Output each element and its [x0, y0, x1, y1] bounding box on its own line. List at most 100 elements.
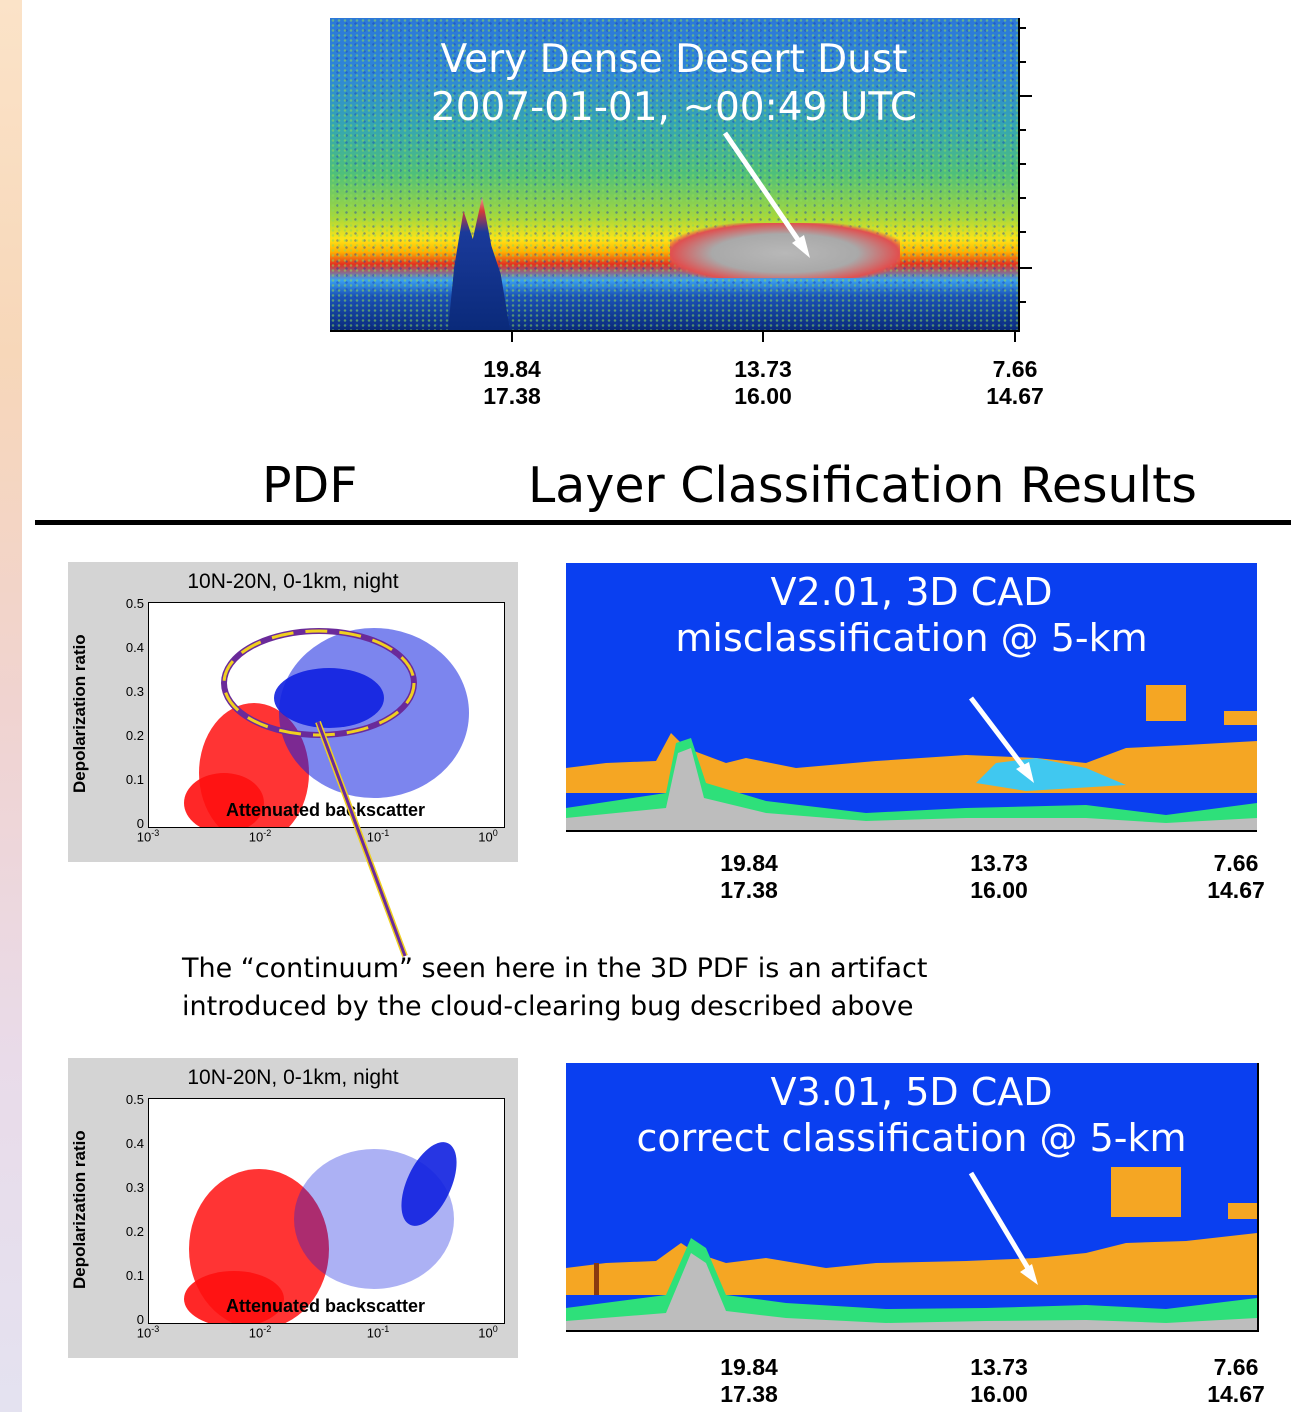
xtick-lat: 19.84: [720, 1354, 778, 1380]
top-x-axis: [330, 330, 1020, 332]
pdf-plot-area: [148, 1098, 505, 1329]
xtick: 10-3: [128, 828, 168, 844]
callout-line: [315, 720, 408, 958]
pdf-plot-v2: 10N-20N, 0-1km, night Depolarization rat…: [68, 562, 518, 862]
panel-v3-title-line2: correct classification @ 5-km: [636, 1116, 1187, 1160]
xtick-exp: -1: [381, 828, 390, 838]
xtick-base: 10: [366, 1325, 382, 1341]
xtick: 10-1: [358, 1324, 398, 1340]
xtick-lon: 16.00: [970, 877, 1028, 903]
dense-dust-layer: [670, 223, 900, 278]
panel-v2-x-axis: [566, 830, 1257, 832]
panel-v3-layers: [566, 1167, 1257, 1330]
xtick-exp: -2: [263, 828, 272, 838]
scatter-points: [184, 628, 469, 843]
panel-v2-title-line2: misclassification @ 5-km: [675, 616, 1148, 660]
panel-v3-xtick-3: 7.66 14.67: [1181, 1354, 1291, 1408]
classification-panel-v3: V3.01, 5D CAD correct classification @ 5…: [566, 1063, 1257, 1330]
top-xtick-3-lat: 7.66: [992, 356, 1038, 382]
xtick: 100: [468, 828, 508, 844]
top-xtick-2: 13.73 16.00: [708, 356, 818, 410]
heading-rule: [35, 520, 1291, 525]
top-xtick-3: 7.66 14.67: [960, 356, 1070, 410]
xtick-lon: 14.67: [1207, 1381, 1265, 1407]
classification-panel-v2: V2.01, 3D CAD misclassification @ 5-km: [566, 563, 1257, 830]
ytick: 0: [136, 1312, 144, 1327]
panel-v3-title: V3.01, 5D CAD correct classification @ 5…: [566, 1069, 1257, 1161]
pdf-plot-xlabel: Attenuated backscatter: [225, 1296, 426, 1316]
xtick-lat: 13.73: [970, 850, 1028, 876]
ytick: 0.1: [125, 772, 144, 787]
xtick-base: 10: [136, 829, 152, 845]
pdf-plot-title: 10N-20N, 0-1km, night: [187, 570, 399, 593]
panel-v3-title-line1: V3.01, 5D CAD: [770, 1070, 1053, 1114]
xtick-exp: 0: [492, 828, 498, 838]
xtick-lat: 19.84: [720, 850, 778, 876]
ytick: 0.5: [125, 596, 144, 611]
footnote-line2: introduced by the cloud-clearing bug des…: [182, 991, 914, 1022]
ytick: 0.4: [125, 1136, 144, 1151]
panel-v2-title-line1: V2.01, 3D CAD: [770, 570, 1053, 614]
pdf-plot-ylabel: Depolarization ratio: [70, 1130, 89, 1290]
scatter-blue-core: [274, 668, 384, 728]
slide-sidebar-gradient: [0, 0, 22, 1412]
xtick: 100: [468, 1324, 508, 1340]
panel-v3-x-axis: [566, 1330, 1257, 1332]
xtick-lat: 7.66: [1213, 850, 1259, 876]
scatter-red-base: [184, 1271, 284, 1327]
panel-v2-xtick-2: 13.73 16.00: [944, 850, 1054, 904]
xtick-base: 10: [478, 1325, 493, 1341]
pdf-plot-title: 10N-20N, 0-1km, night: [187, 1066, 399, 1089]
ytick: 0.3: [125, 1180, 144, 1195]
top-xtick-2-lat: 13.73: [734, 356, 792, 382]
xtick-base: 10: [366, 829, 382, 845]
scatter-blue-core: [401, 1142, 457, 1226]
xtick-lat: 13.73: [970, 1354, 1028, 1380]
xtick-lat: 7.66: [1213, 1354, 1259, 1380]
xtick-lon: 14.67: [1207, 877, 1265, 903]
xtick-exp: -3: [151, 1324, 160, 1334]
xtick-lon: 16.00: [970, 1381, 1028, 1407]
continuum-ellipse-dash: [222, 629, 416, 737]
top-xtick-1-lon: 17.38: [483, 383, 541, 409]
continuum-footnote: The “continuum” seen here in the 3D PDF …: [182, 950, 927, 1026]
xtick: 10-2: [240, 828, 280, 844]
scatter-red-base: [184, 773, 264, 833]
ytick: 0.2: [125, 728, 144, 743]
ytick: 0.1: [125, 1268, 144, 1283]
panel-v2-xtick-3: 7.66 14.67: [1181, 850, 1291, 904]
ytick: 0.5: [125, 1092, 144, 1107]
panel-v2-layers: [566, 685, 1257, 830]
panel-v2-xtick-1: 19.84 17.38: [694, 850, 804, 904]
panel-v3-xtick-1: 19.84 17.38: [694, 1354, 804, 1408]
xtick-lon: 17.38: [720, 877, 778, 903]
top-image-title: Very Dense Desert Dust 2007-01-01, ~00:4…: [330, 36, 1018, 132]
backscatter-noise: [330, 18, 1018, 330]
xtick-base: 10: [248, 1325, 264, 1341]
ytick: 0.2: [125, 1224, 144, 1239]
pdf-plot-ylabel: Depolarization ratio: [70, 634, 89, 794]
top-x-ticks: [511, 330, 1016, 342]
heading-pdf: PDF: [262, 457, 358, 514]
pdf-plot-area: [148, 602, 505, 843]
top-y-axis: [1018, 18, 1020, 330]
pdf-plot-xlabel: Attenuated backscatter: [225, 800, 426, 820]
top-xtick-2-lon: 16.00: [734, 383, 792, 409]
xtick-lon: 17.38: [720, 1381, 778, 1407]
xtick-base: 10: [136, 1325, 152, 1341]
xtick-exp: -1: [381, 1324, 390, 1334]
heading-layer-classification: Layer Classification Results: [528, 457, 1197, 514]
xtick: 10-3: [128, 1324, 168, 1340]
xtick-base: 10: [478, 829, 493, 845]
top-xtick-1-lat: 19.84: [483, 356, 541, 382]
pdf-plot-v3: 10N-20N, 0-1km, night Depolarization rat…: [68, 1058, 518, 1358]
ytick: 0.4: [125, 640, 144, 655]
xtick: 10-1: [358, 828, 398, 844]
top-xtick-3-lon: 14.67: [986, 383, 1044, 409]
footnote-line1: The “continuum” seen here in the 3D PDF …: [182, 953, 928, 984]
top-arrow: [722, 131, 810, 258]
xtick-exp: 0: [492, 1324, 498, 1334]
ytick: 0: [136, 816, 144, 831]
xtick-exp: -2: [263, 1324, 272, 1334]
panel-v2-title: V2.01, 3D CAD misclassification @ 5-km: [566, 569, 1257, 661]
